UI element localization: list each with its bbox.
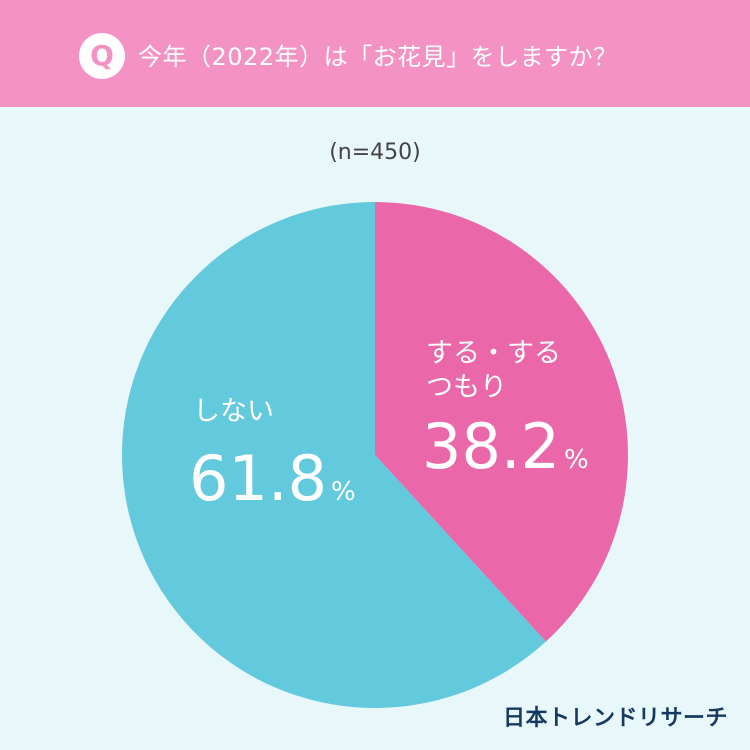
slice-label-1: しない <box>193 396 274 427</box>
pie-slice-0 <box>375 202 628 642</box>
question-badge: Q <box>79 33 125 79</box>
question-badge-letter: Q <box>90 39 114 72</box>
slice-label-0: する・する <box>426 338 561 369</box>
question-title: 今年（2022年）は「お花見」をしますか？ <box>138 43 618 71</box>
sample-size: (n=450) <box>329 140 421 165</box>
slice-label-0: つもり <box>426 372 507 403</box>
pie-slice-1 <box>122 202 546 709</box>
slice-value-0: 38.2% <box>422 410 589 483</box>
brand-logo: 日本トレンドリサーチ <box>502 706 728 731</box>
question-header: Q 今年（2022年）は「お花見」をしますか？ <box>0 0 750 107</box>
slice-value-1: 61.8% <box>189 442 356 515</box>
